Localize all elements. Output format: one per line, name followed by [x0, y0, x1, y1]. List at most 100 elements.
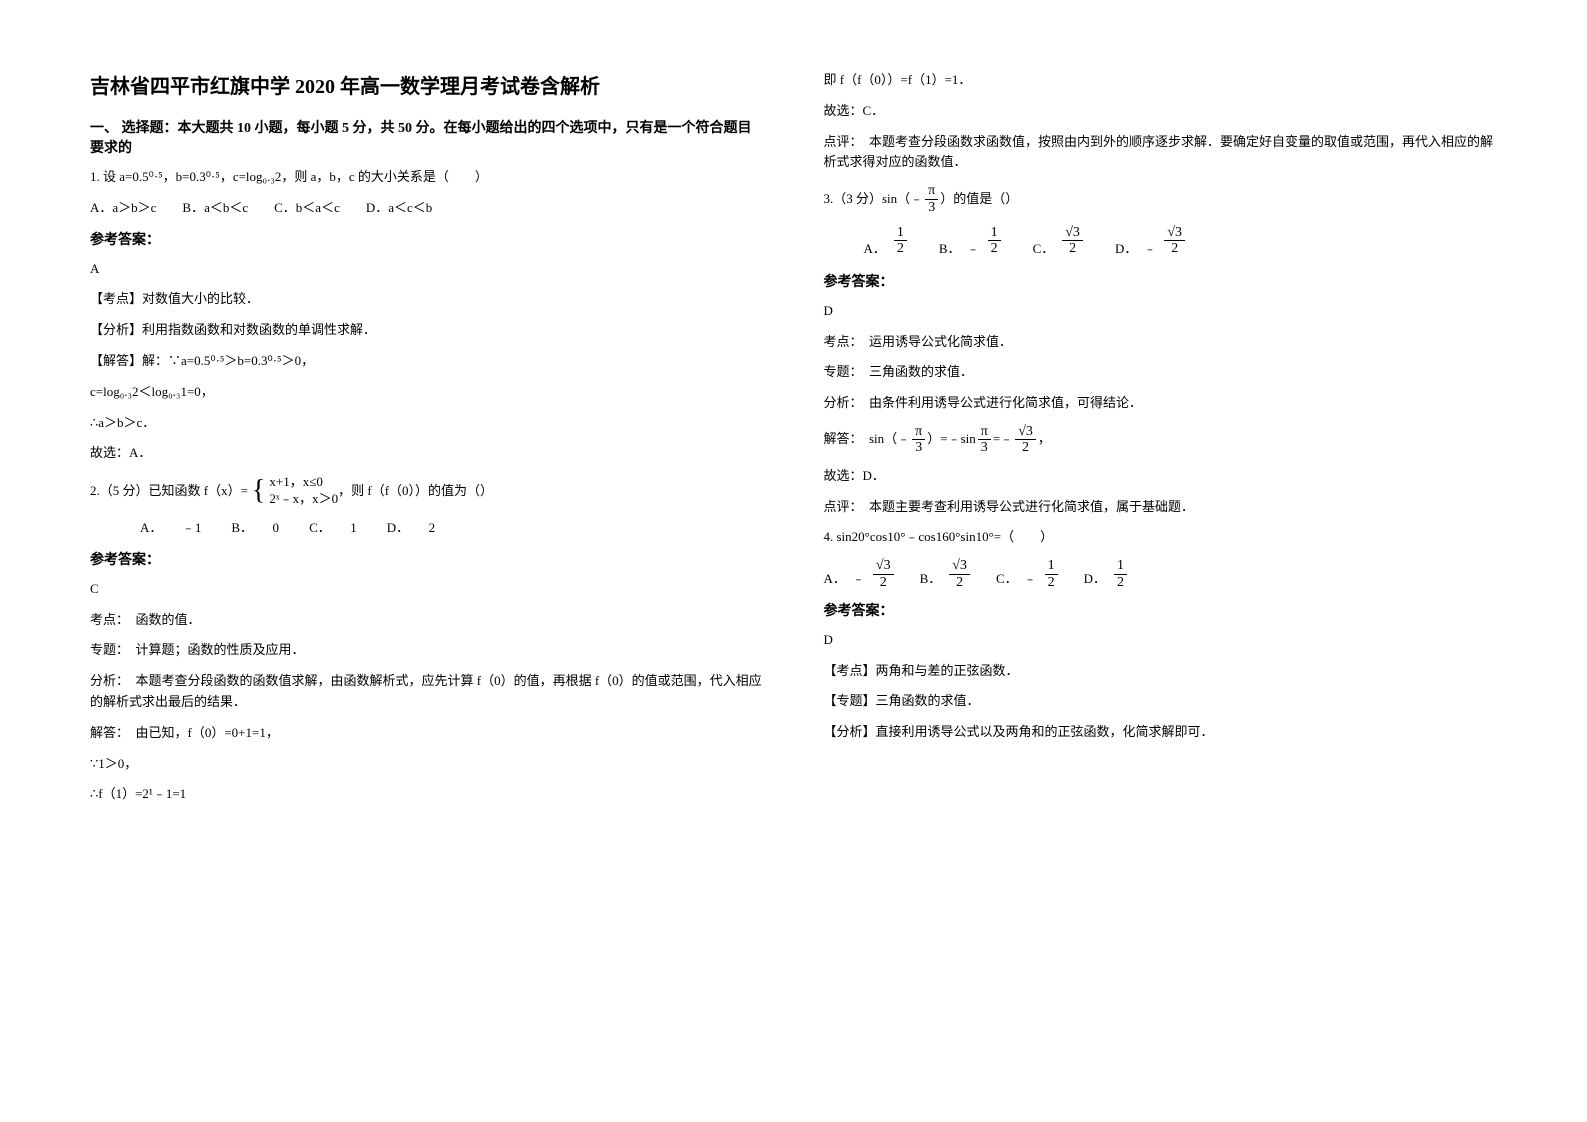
q3-topic: 专题： 三角函数的求值．	[824, 362, 1498, 383]
q2-optD: D． 2	[387, 518, 435, 539]
frac: 1 2	[894, 225, 907, 257]
num: √3	[1164, 225, 1185, 241]
q2-point: 考点： 函数的值．	[90, 610, 764, 631]
frac: 1 2	[1045, 558, 1058, 590]
den: 2	[1045, 575, 1058, 590]
num: √3	[949, 558, 970, 574]
q3-prefix: 3.（3 分）sin（﹣	[824, 189, 924, 210]
solve-tail: ，	[1038, 429, 1051, 450]
q1-point: 【考点】对数值大小的比较．	[90, 289, 764, 310]
q3-optC: C． √3 2	[1033, 225, 1085, 257]
section-heading: 一、 选择题：本大题共 10 小题，每小题 5 分，共 50 分。在每小题给出的…	[90, 117, 764, 157]
label: C．	[996, 569, 1018, 590]
page-title: 吉林省四平市红旗中学 2020 年高一数学理月考试卷含解析	[90, 70, 764, 99]
frac: π 3	[978, 424, 991, 456]
den: 2	[1066, 241, 1079, 256]
q3-analysis: 分析： 由条件利用诱导公式进行化简求值，可得结论．	[824, 393, 1498, 414]
frac: 1 2	[1114, 558, 1127, 590]
neg: ﹣	[1143, 238, 1156, 257]
q4-optC: C． ﹣ 1 2	[996, 558, 1060, 590]
q2-solve4: 即 f（f（0））=f（1）=1．	[824, 70, 1498, 91]
num: 1	[1114, 558, 1127, 574]
q3-options: A． 1 2 B． ﹣ 1 2 C． √3 2 D． ﹣ √3	[824, 225, 1498, 257]
den: 2	[1019, 440, 1032, 455]
num: π	[978, 424, 991, 440]
num: √3	[1015, 424, 1036, 440]
label: A．	[864, 238, 886, 257]
label: D．	[1115, 238, 1137, 257]
frac: √3 2	[1062, 225, 1083, 257]
q3-answer: D	[824, 301, 1498, 322]
q3-comment: 点评： 本题主要考查利用诱导公式进行化简求值，属于基础题．	[824, 497, 1498, 518]
neg: ﹣	[852, 569, 865, 590]
q2-optA: A． ﹣1	[140, 518, 201, 539]
q4-optB: B． √3 2	[920, 558, 972, 590]
solve-end: =﹣	[993, 429, 1013, 450]
q2-solve1: 解答： 由已知，f（0）=0+1=1，	[90, 723, 764, 744]
frac: √3 2	[873, 558, 894, 590]
frac-den: 3	[925, 200, 938, 215]
label: A．	[824, 569, 846, 590]
q2-analysis: 分析： 本题考查分段函数的函数值求解，由函数解析式，应先计算 f（0）的值，再根…	[90, 671, 764, 713]
frac: 1 2	[988, 225, 1001, 257]
q2-suffix: ，则 f（f（0））的值为（）	[338, 481, 493, 502]
num: √3	[1062, 225, 1083, 241]
label: C．	[1033, 238, 1055, 257]
piecewise-formula: { x+1，x≤0 2ˣ﹣x，x＞0	[248, 474, 338, 508]
piece2: 2ˣ﹣x，x＞0	[269, 491, 338, 508]
q1-solve1: 【解答】解：∵a=0.5⁰·⁵＞b=0.3⁰·⁵＞0，	[90, 351, 764, 372]
frac: π 3	[912, 424, 925, 456]
den: 3	[978, 440, 991, 455]
q4-topic: 【专题】三角函数的求值．	[824, 691, 1498, 712]
q4-answer: D	[824, 630, 1498, 651]
solve-pre: 解答： sin（﹣	[824, 429, 911, 450]
answer-heading: 参考答案：	[824, 600, 1498, 620]
den: 2	[988, 241, 1001, 256]
q2-optB: B． 0	[231, 518, 279, 539]
label: B．	[920, 569, 942, 590]
num: 1	[988, 225, 1001, 241]
right-column: 即 f（f（0））=f（1）=1． 故选：C． 点评： 本题考查分段函数求函数值…	[824, 70, 1498, 1052]
q3-solve: 解答： sin（﹣ π 3 ）=﹣sin π 3 =﹣ √3 2 ，	[824, 424, 1498, 456]
q1-options: A．a＞b＞c B．a＜b＜c C．b＜a＜c D．a＜c＜b	[90, 198, 764, 219]
q3-optB: B． ﹣ 1 2	[939, 225, 1003, 257]
answer-heading: 参考答案：	[824, 271, 1498, 291]
label: D．	[1084, 569, 1106, 590]
q1-solve2: c=log₀.₃2＜log₀.₃1=0，	[90, 382, 764, 403]
q3-solve2: 故选：D．	[824, 466, 1498, 487]
neg: ﹣	[967, 238, 980, 257]
q2-optC: C． 1	[309, 518, 357, 539]
q3-point: 考点： 运用诱导公式化简求值．	[824, 332, 1498, 353]
frac: √3 2	[1015, 424, 1036, 456]
neg: ﹣	[1024, 569, 1037, 590]
q4-optA: A． ﹣ √3 2	[824, 558, 896, 590]
q2-comment: 点评： 本题考查分段函数求函数值，按照由内到外的顺序逐步求解．要确定好自变量的取…	[824, 132, 1498, 174]
q3-stem: 3.（3 分）sin（﹣ π 3 ）的值是（）	[824, 183, 1498, 215]
left-brace-icon: {	[252, 477, 265, 505]
frac-num: π	[925, 183, 938, 199]
q4-options: A． ﹣ √3 2 B． √3 2 C． ﹣ 1 2 D． 1	[824, 558, 1498, 590]
answer-heading: 参考答案：	[90, 229, 764, 249]
num: √3	[873, 558, 894, 574]
q2-solve2: ∵1＞0，	[90, 754, 764, 775]
q4-analysis: 【分析】直接利用诱导公式以及两角和的正弦函数，化简求解即可．	[824, 722, 1498, 743]
q4-stem: 4. sin20°cos10°﹣cos160°sin10°=（ ）	[824, 527, 1498, 548]
q2-stem: 2.（5 分）已知函数 f（x）= { x+1，x≤0 2ˣ﹣x，x＞0 ，则 …	[90, 474, 764, 508]
q1-stem: 1. 设 a=0.5⁰·⁵，b=0.3⁰·⁵，c=log₀.₃2，则 a，b，c…	[90, 167, 764, 188]
label: B．	[939, 238, 961, 257]
piecewise-cases: x+1，x≤0 2ˣ﹣x，x＞0	[269, 474, 338, 508]
den: 2	[1168, 241, 1181, 256]
piece1: x+1，x≤0	[269, 474, 338, 491]
q4-point: 【考点】两角和与差的正弦函数．	[824, 661, 1498, 682]
q1-analysis: 【分析】利用指数函数和对数函数的单调性求解．	[90, 320, 764, 341]
den: 2	[953, 575, 966, 590]
solve-mid: ）=﹣sin	[927, 429, 976, 450]
left-column: 吉林省四平市红旗中学 2020 年高一数学理月考试卷含解析 一、 选择题：本大题…	[90, 70, 764, 1052]
q1-solve4: 故选：A．	[90, 443, 764, 464]
num: 1	[1045, 558, 1058, 574]
num: 1	[894, 225, 907, 241]
den: 2	[894, 241, 907, 256]
frac: √3 2	[949, 558, 970, 590]
den: 2	[1114, 575, 1127, 590]
q3-optD: D． ﹣ √3 2	[1115, 225, 1187, 257]
